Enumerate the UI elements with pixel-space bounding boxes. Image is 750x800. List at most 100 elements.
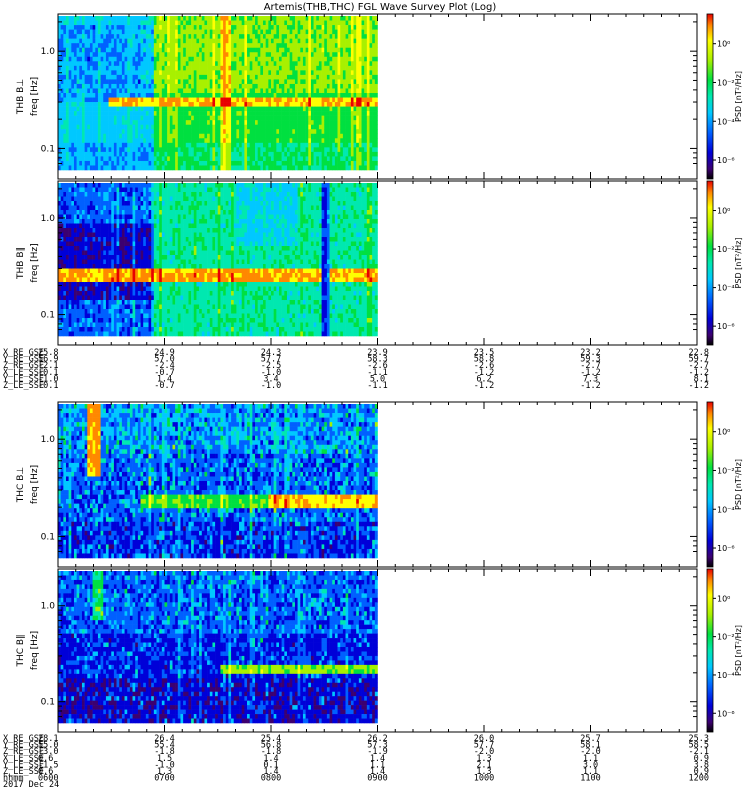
spectrogram-cell [249, 83, 253, 89]
spectrogram-cell [167, 29, 171, 35]
spectrogram-cell [239, 70, 243, 76]
spectrogram-cell [60, 192, 64, 197]
spectrogram-cell [188, 129, 192, 135]
spectrogram-cell [209, 129, 213, 135]
spectrogram-cell [369, 133, 373, 139]
spectrogram-cell [308, 25, 312, 30]
spectrogram-cell [247, 70, 250, 76]
spectrogram-cell [196, 124, 200, 130]
spectrogram-cell [79, 183, 83, 188]
spectrogram-cell [308, 16, 312, 21]
spectrogram-cell [233, 65, 237, 71]
spectrogram-cell [79, 56, 83, 62]
spectrogram-cell [71, 156, 75, 162]
spectrogram-cell [116, 277, 120, 283]
spectrogram-cell [201, 151, 205, 157]
spectrogram-cell [255, 61, 258, 67]
spectrogram-cell [276, 165, 280, 171]
spectrogram-cell [132, 16, 136, 21]
spectrogram-cell [167, 93, 171, 98]
spectrogram-cell [350, 70, 354, 76]
spectrogram-cell [76, 295, 80, 301]
spectrogram-cell [145, 102, 149, 107]
spectrogram-cell [161, 133, 165, 139]
spectrogram-cell [329, 93, 333, 98]
spectrogram-cell [289, 102, 293, 107]
spectrogram-cell [65, 300, 69, 305]
spectrogram-cell [156, 142, 160, 148]
spectrogram-cell [276, 111, 280, 116]
spectrogram-cell [265, 129, 269, 135]
spectrogram-cell [188, 93, 192, 98]
spectrogram-cell [164, 47, 168, 53]
spectrogram-cell [87, 241, 91, 247]
spectrogram-cell [236, 61, 240, 67]
spectrogram-cell [183, 74, 187, 80]
spectrogram-cell [172, 160, 176, 166]
spectrogram-cell [300, 160, 304, 166]
spectrogram-cell [135, 142, 139, 148]
spectrogram-cell [228, 20, 232, 26]
spectrogram-cell [145, 142, 149, 148]
figure-title: Artemis(THB,THC) FGL Wave Survey Plot (L… [264, 2, 497, 13]
spectrogram-cell [116, 183, 120, 188]
spectrogram-cell [167, 142, 171, 148]
spectrogram-cell [369, 129, 373, 135]
spectrogram-cell [81, 93, 85, 98]
spectrogram-cell [358, 133, 362, 139]
spectrogram-cell [156, 102, 160, 107]
spectrogram-cell [92, 83, 96, 89]
spectrogram-cell [207, 133, 211, 139]
spectrogram-cell [108, 264, 112, 269]
spectrogram-cell [366, 74, 370, 80]
spectrogram-cell [244, 20, 248, 26]
spectrogram-cell [297, 142, 301, 148]
spectrogram-cell [169, 142, 173, 148]
spectrogram-cell [334, 165, 338, 171]
spectrogram-cell [260, 115, 264, 121]
spectrogram-cell [294, 120, 298, 126]
spectrogram-cell [116, 259, 120, 265]
spectrogram-cell [353, 129, 357, 135]
spectrogram-cell [271, 70, 274, 76]
spectrogram-cell [137, 34, 141, 39]
spectrogram-cell [183, 111, 187, 116]
spectrogram-cell [316, 83, 320, 89]
spectrogram-cell [156, 88, 160, 94]
spectrogram-cell [116, 47, 120, 53]
spectrogram-cell [137, 83, 141, 89]
spectrogram-cell [103, 160, 107, 166]
spectrogram-cell [71, 219, 75, 224]
spectrogram-cell [310, 160, 314, 166]
spectrogram-cell [185, 34, 189, 39]
spectrogram-cell [135, 97, 139, 103]
spectrogram-cell [310, 65, 314, 71]
spectrogram-cell [324, 93, 328, 98]
spectrogram-cell [100, 151, 104, 157]
spectrogram-cell [121, 111, 125, 116]
spectrogram-cell [271, 38, 274, 44]
spectrogram-cell [76, 196, 80, 202]
spectrogram-cell [124, 129, 128, 135]
spectrogram-cell [294, 38, 298, 44]
spectrogram-cell [324, 61, 328, 67]
spectrogram-cell [361, 61, 365, 67]
spectrogram-cell [356, 111, 360, 116]
spectrogram-cell [302, 115, 306, 121]
spectrogram-cell [193, 56, 197, 62]
spectrogram-cell [92, 34, 96, 39]
spectrogram-cell [329, 156, 333, 162]
spectrogram-cell [84, 165, 88, 171]
spectrogram-cell [84, 214, 88, 220]
spectrogram-cell [121, 124, 125, 130]
spectrogram-cell [76, 38, 80, 44]
spectrogram-cell [180, 43, 184, 49]
spectrogram-cell [87, 264, 91, 269]
spectrogram-cell [199, 115, 203, 121]
spectrogram-cell [129, 124, 133, 130]
spectrogram-cell [265, 97, 269, 103]
spectrogram-cell [127, 129, 131, 135]
spectrogram-cell [116, 151, 120, 157]
spectrogram-cell [201, 156, 205, 162]
spectrogram-cell [60, 268, 64, 274]
